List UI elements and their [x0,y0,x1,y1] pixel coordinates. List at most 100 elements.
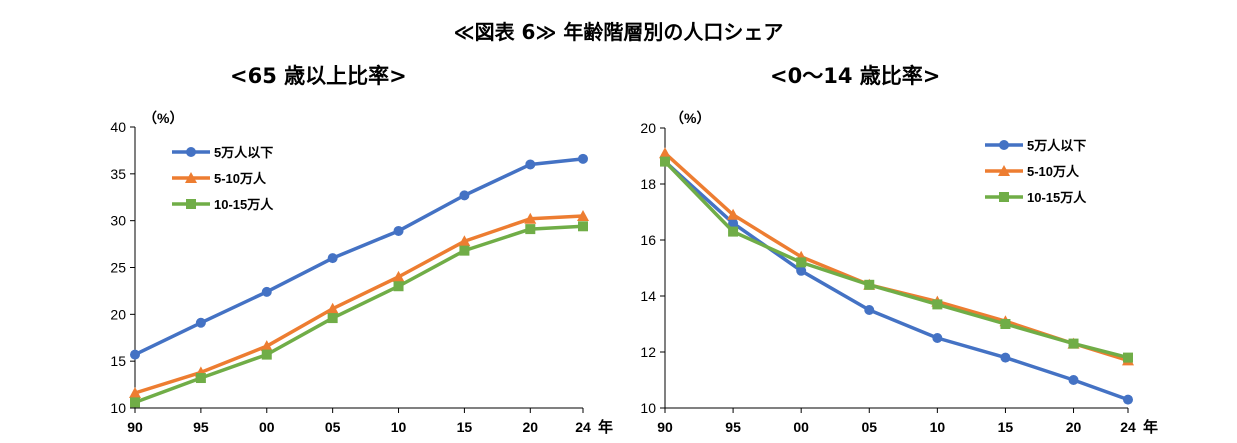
legend-marker [186,199,196,209]
y-tick-label: 10 [640,400,656,416]
x-tick-label: 24 [575,419,591,435]
legend-marker [999,140,1009,150]
x-axis-suffix: 年 [598,418,613,436]
data-point [864,279,875,290]
data-point [261,286,272,297]
chart-title-children: <0～14 歳比率> [770,64,941,88]
series-5万人以下 [130,153,588,360]
x-axis-suffix: 年 [1143,418,1158,436]
legend-label: 5-10万人 [214,171,267,186]
data-point [1068,375,1079,385]
y-tick-label: 20 [110,306,126,322]
data-point [577,209,589,221]
data-point [195,373,206,384]
x-tick-label: 20 [1066,419,1082,435]
data-point [727,208,740,220]
y-unit-label: （%） [143,110,183,126]
y-tick-label: 14 [640,288,656,304]
y-tick-label: 35 [110,166,126,182]
legend-marker [186,147,196,157]
data-point [195,317,206,328]
data-point [524,212,537,224]
data-point [260,340,273,352]
series-line [134,157,584,357]
data-point [728,218,739,229]
data-point [578,221,588,232]
data-point [1000,352,1011,363]
series-line [663,160,1129,360]
data-point [1068,338,1079,349]
data-point [728,226,739,237]
x-tick-label: 20 [523,419,539,435]
legend: 5万人以下 5-10万人 10-15万人 [172,145,274,212]
data-point [458,235,471,247]
data-point [796,257,807,268]
data-point [130,349,140,360]
data-point [130,397,140,408]
x-tick-label: 05 [861,419,877,435]
x-tick-label: 10 [930,419,946,435]
data-point [459,245,470,256]
data-point [1000,319,1011,329]
data-point [261,349,272,360]
series-5-10万人 [659,147,1134,366]
data-point [393,281,404,292]
data-point [932,299,943,310]
y-tick-label: 18 [640,176,656,192]
data-point [393,225,404,236]
x-tick-label: 90 [127,419,143,435]
y-unit-label: （%） [670,110,710,126]
legend-marker [185,172,197,183]
y-tick-label: 30 [110,213,126,229]
y-tick-label: 20 [640,120,656,136]
x-tick-label: 95 [725,419,741,435]
y-tick-label: 15 [110,353,126,369]
y-tick-label: 16 [640,232,656,248]
data-point [129,387,141,399]
x-tick-label: 05 [325,419,341,435]
data-point [327,253,338,264]
y-tick-label: 10 [110,400,126,416]
y-tick-label: 25 [110,260,126,276]
legend: 5万人以下 5-10万人 10-15万人 [985,138,1087,205]
legend-marker [999,192,1009,202]
data-point [525,224,536,235]
x-tick-label: 10 [391,419,407,435]
y-tick-label: 40 [110,119,126,135]
figure-title: ≪図表 6≫ 年齢階層別の人口シェア [453,20,784,44]
legend-label: 5万人以下 [1027,138,1086,153]
series-line [134,214,584,395]
legend-label: 5-10万人 [1027,164,1080,179]
chart-title-elderly: <65 歳以上比率> [230,64,407,88]
x-tick-label: 95 [193,419,209,435]
data-point [459,190,470,201]
series-line [134,224,584,405]
x-tick-label: 00 [793,419,809,435]
x-tick-label: 00 [259,419,275,435]
legend-label: 10-15万人 [1027,190,1087,205]
x-tick-label: 90 [657,419,673,435]
data-point [659,147,671,159]
data-point [578,153,588,164]
data-point [932,333,943,343]
y-tick-label: 12 [640,344,656,360]
data-point [525,159,536,170]
data-point [1123,394,1133,405]
x-tick-label: 15 [457,419,473,435]
data-point [326,302,339,314]
data-point [796,265,807,276]
series-line [663,160,1129,402]
data-point [327,313,338,324]
x-tick-label: 15 [998,419,1014,435]
data-point [864,305,875,315]
data-point [392,270,405,282]
series-line [663,151,1129,363]
legend-label: 10-15万人 [214,197,274,212]
data-point [660,156,670,167]
legend-marker [998,165,1010,176]
series-10-15万人 [660,156,1133,363]
legend-label: 5万人以下 [214,145,273,160]
x-tick-label: 24 [1120,419,1136,435]
